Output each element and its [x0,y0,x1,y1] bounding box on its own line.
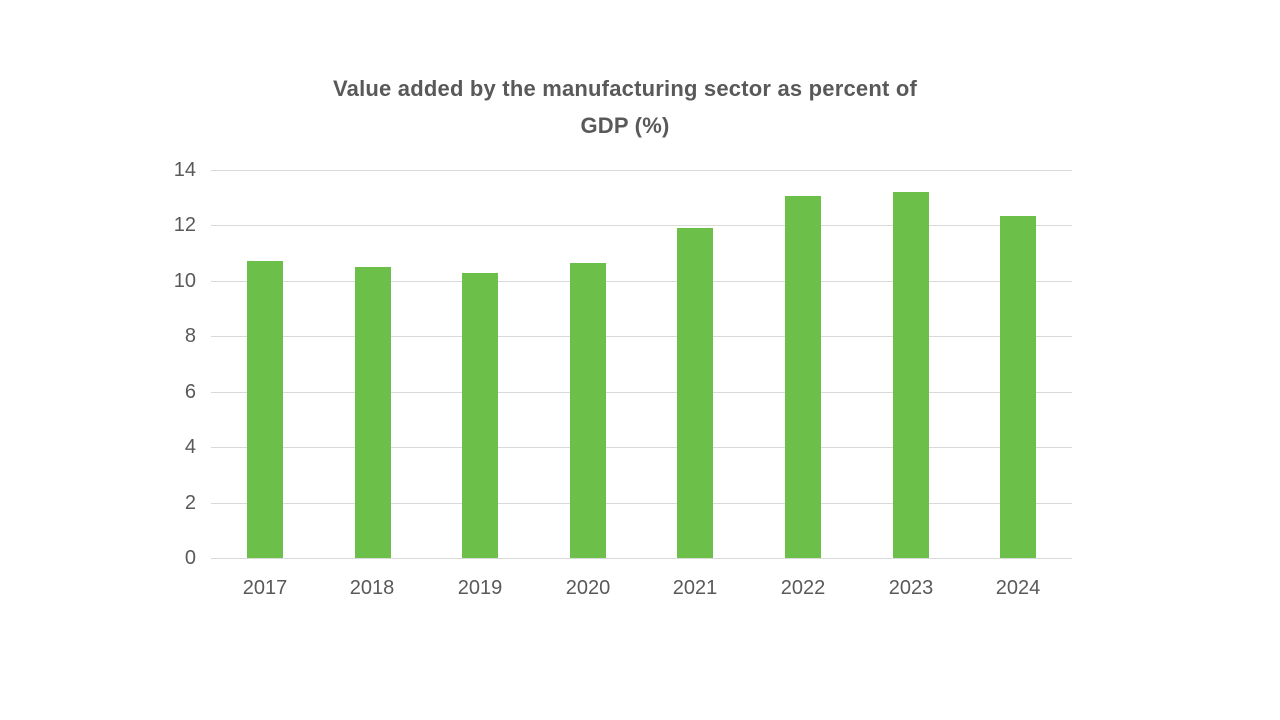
plot-area [211,170,1072,559]
chart-title: Value added by the manufacturing sector … [290,70,960,144]
gridline-y-4 [211,447,1072,448]
gridline-y-0 [211,558,1072,559]
gridline-y-2 [211,503,1072,504]
y-tick-label-10: 10 [173,270,196,292]
bar-2024 [1000,216,1036,558]
y-tick-label-14: 14 [173,159,196,181]
x-tick-label-2017: 2017 [242,577,288,599]
x-tick-label-2023: 2023 [888,577,934,599]
bar-2018 [355,267,391,558]
x-tick-label-2019: 2019 [457,577,503,599]
x-tick-label-2022: 2022 [780,577,826,599]
bar-2017 [247,261,283,558]
y-tick-label-8: 8 [184,325,196,347]
gridline-y-12 [211,225,1072,226]
bar-2019 [462,273,498,558]
y-tick-label-12: 12 [173,214,196,236]
bar-2023 [893,192,929,558]
x-tick-label-2024: 2024 [995,577,1041,599]
x-tick-label-2020: 2020 [565,577,611,599]
chart-title-line-1: Value added by the manufacturing sector … [333,76,917,101]
y-tick-label-0: 0 [184,547,196,569]
bar-2020 [570,263,606,558]
y-tick-label-2: 2 [184,492,196,514]
x-tick-label-2021: 2021 [672,577,718,599]
x-tick-label-2018: 2018 [349,577,395,599]
gridline-y-14 [211,170,1072,171]
y-tick-label-6: 6 [184,381,196,403]
bar-2022 [785,196,821,558]
y-tick-label-4: 4 [184,436,196,458]
gridline-y-10 [211,281,1072,282]
gridline-y-8 [211,336,1072,337]
gridline-y-6 [211,392,1072,393]
chart-title-line-2: GDP (%) [580,113,670,138]
bar-2021 [677,228,713,558]
